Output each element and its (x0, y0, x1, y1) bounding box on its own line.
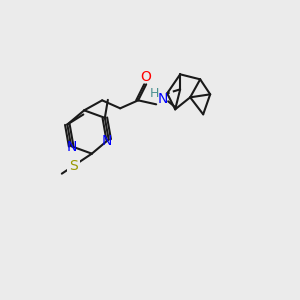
Text: H: H (149, 87, 159, 100)
Text: O: O (141, 70, 152, 84)
Text: N: N (101, 134, 112, 148)
Text: N: N (67, 140, 77, 154)
Text: N: N (158, 92, 168, 106)
Text: S: S (69, 159, 78, 173)
